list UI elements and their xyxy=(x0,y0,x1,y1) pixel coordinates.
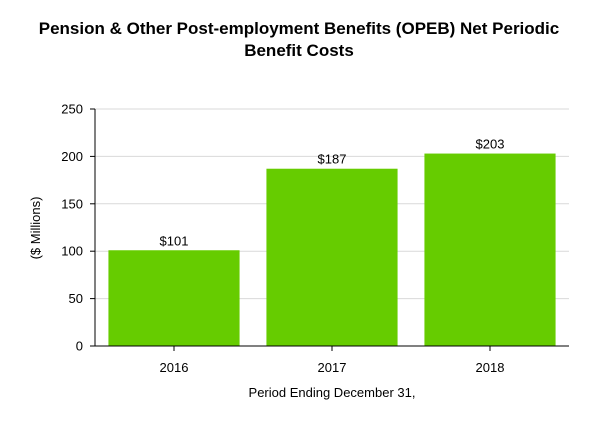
chart-title-line-1: Pension & Other Post-employment Benefits… xyxy=(38,19,560,38)
x-tick-labels: 2016 2017 2018 xyxy=(160,360,505,375)
bar-2016 xyxy=(108,250,240,346)
chart-title-line-2: Benefit Costs xyxy=(244,41,354,60)
axes xyxy=(90,108,569,351)
data-labels: $101 $187 $203 xyxy=(160,137,505,249)
y-tick-label: 0 xyxy=(76,339,83,354)
data-label-2018: $203 xyxy=(476,137,505,152)
y-axis-label: ($ Millions) xyxy=(28,197,43,260)
y-tick-label: 50 xyxy=(69,291,83,306)
y-tick-labels: 0 50 100 150 200 250 xyxy=(61,102,83,354)
x-tick-label-2018: 2018 xyxy=(476,360,505,375)
x-axis-label: Period Ending December 31, xyxy=(249,385,416,400)
data-label-2016: $101 xyxy=(160,233,189,248)
bars xyxy=(108,153,556,346)
bar-2018 xyxy=(424,153,556,346)
bar-2017 xyxy=(266,168,398,346)
data-label-2017: $187 xyxy=(318,152,347,167)
y-tick-label: 250 xyxy=(61,102,83,117)
x-tick-label-2017: 2017 xyxy=(318,360,347,375)
y-tick-label: 200 xyxy=(61,149,83,164)
x-tick-label-2016: 2016 xyxy=(160,360,189,375)
y-tick-label: 100 xyxy=(61,244,83,259)
y-tick-label: 150 xyxy=(61,196,83,211)
chart-title: Pension & Other Post-employment Benefits… xyxy=(0,18,598,62)
